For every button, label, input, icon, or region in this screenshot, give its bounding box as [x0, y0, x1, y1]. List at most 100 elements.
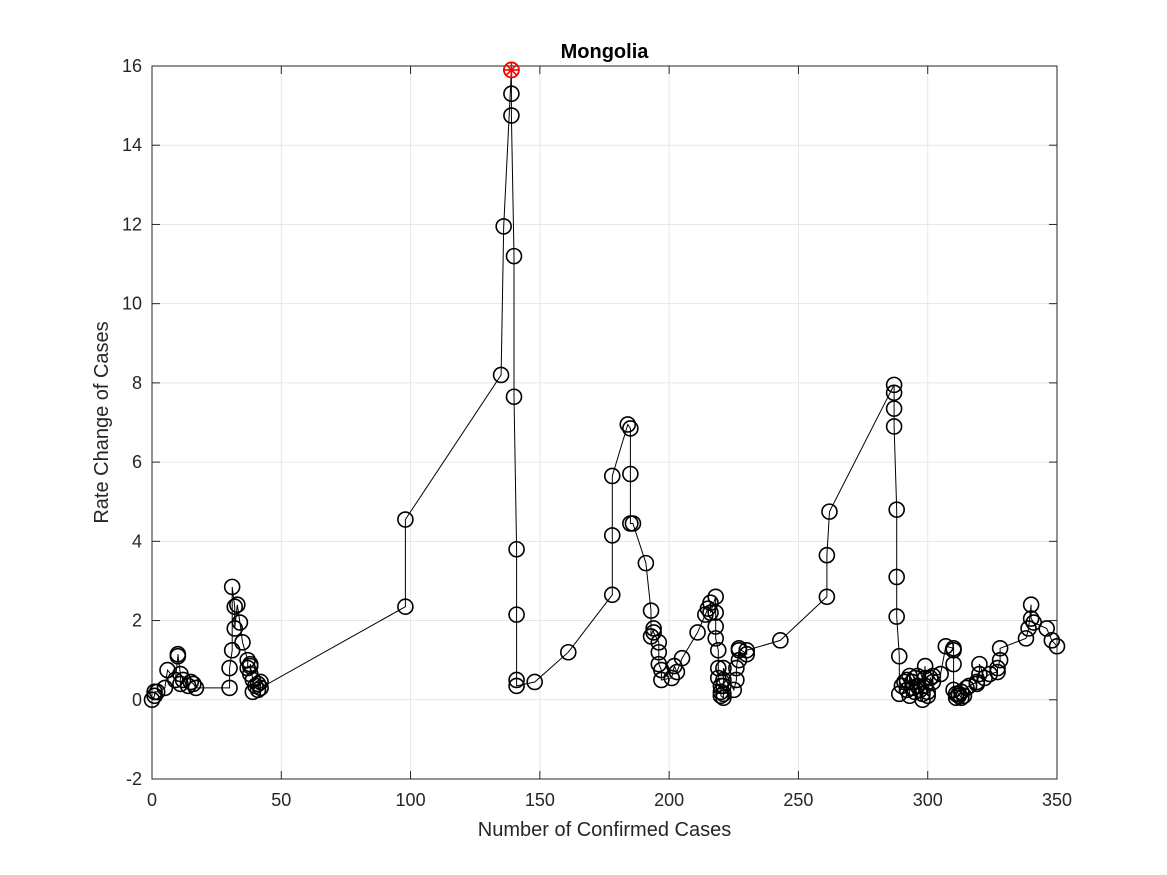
data-point [653, 671, 670, 689]
data-point [182, 673, 200, 691]
data-point [622, 465, 639, 483]
data-point [715, 689, 732, 707]
plot-frame [151, 65, 1058, 780]
highlight-asterisk-stroke [505, 63, 518, 77]
data-point [953, 689, 970, 707]
data-point [663, 669, 681, 687]
data-point [526, 673, 543, 691]
data-point [728, 671, 745, 689]
data-point [945, 641, 962, 659]
data-point [508, 540, 525, 558]
data-point [1022, 596, 1040, 614]
data-point [174, 671, 192, 689]
data-point [707, 618, 724, 635]
data-point [229, 596, 246, 614]
x-tick-label: 150 [525, 790, 555, 810]
data-point [221, 659, 238, 677]
data-point [958, 679, 975, 697]
x-tick-label: 350 [1042, 790, 1072, 810]
series [143, 61, 1066, 709]
data-point [249, 681, 267, 699]
series-line [151, 69, 1058, 701]
data-point [503, 85, 520, 103]
data-point [226, 598, 244, 615]
data-point [624, 515, 642, 532]
data-point [146, 687, 163, 705]
data-point [495, 218, 512, 235]
data-point [645, 624, 662, 641]
data-point [241, 655, 259, 673]
data-point [888, 501, 905, 518]
data-point [673, 649, 691, 667]
data-point [955, 687, 973, 705]
x-tick-label: 50 [271, 790, 291, 810]
x-tick-label: 200 [654, 790, 684, 810]
data-point [689, 624, 706, 641]
data-point [885, 418, 903, 435]
data-point [947, 689, 965, 707]
y-tick-label: 14 [122, 135, 142, 155]
data-point [971, 665, 988, 683]
data-point [772, 632, 789, 649]
data-point [888, 608, 905, 625]
data-point [619, 416, 637, 433]
data-point [637, 554, 655, 572]
y-tick-label: 8 [132, 373, 142, 393]
data-point [156, 679, 174, 697]
chart-title: Mongolia [561, 41, 650, 63]
data-point [888, 568, 905, 586]
data-point [728, 659, 745, 677]
y-tick-label: 0 [132, 690, 142, 710]
data-point [890, 647, 908, 665]
data-point [559, 643, 577, 661]
data-point [937, 638, 955, 655]
data-point [738, 645, 756, 663]
data-point [707, 630, 724, 647]
data-point [508, 606, 525, 623]
x-tick-label: 250 [783, 790, 813, 810]
data-point [885, 400, 903, 417]
data-point [1017, 630, 1035, 647]
y-tick-label: 2 [132, 611, 142, 631]
data-point [885, 384, 903, 402]
y-tick-label: 6 [132, 452, 142, 472]
data-point [945, 655, 962, 673]
highlight-point [503, 61, 520, 79]
data-point [169, 645, 187, 663]
y-tick-label: 16 [122, 56, 142, 76]
data-point [397, 598, 414, 615]
data-point [989, 659, 1006, 677]
x-tick-label: 100 [396, 790, 426, 810]
data-point [223, 641, 241, 659]
data-point [991, 639, 1009, 657]
data-point [603, 586, 621, 604]
y-axis-label: Rate Change of Cases [91, 321, 113, 523]
data-point [234, 634, 251, 651]
data-point [921, 669, 939, 687]
data-point [707, 604, 724, 621]
data-point [503, 107, 520, 124]
data-point [1022, 610, 1040, 627]
data-point [885, 376, 903, 394]
data-point [924, 667, 942, 685]
data-point [603, 527, 621, 544]
data-point [505, 388, 523, 406]
data-point [650, 634, 668, 651]
data-point [226, 620, 244, 637]
x-tick-label: 0 [147, 790, 157, 810]
data-point [1020, 620, 1037, 637]
data-point [932, 665, 949, 683]
data-point [252, 673, 269, 691]
x-axis-label: Number of Confirmed Cases [478, 819, 731, 841]
y-tick-label: -2 [126, 769, 142, 789]
data-point [508, 671, 525, 689]
data-point [715, 671, 732, 689]
data-point [185, 675, 202, 693]
y-tick-label: 12 [122, 214, 142, 234]
data-point [622, 420, 639, 437]
data-point [1043, 632, 1061, 649]
data-point [821, 503, 838, 520]
data-point [642, 602, 660, 619]
